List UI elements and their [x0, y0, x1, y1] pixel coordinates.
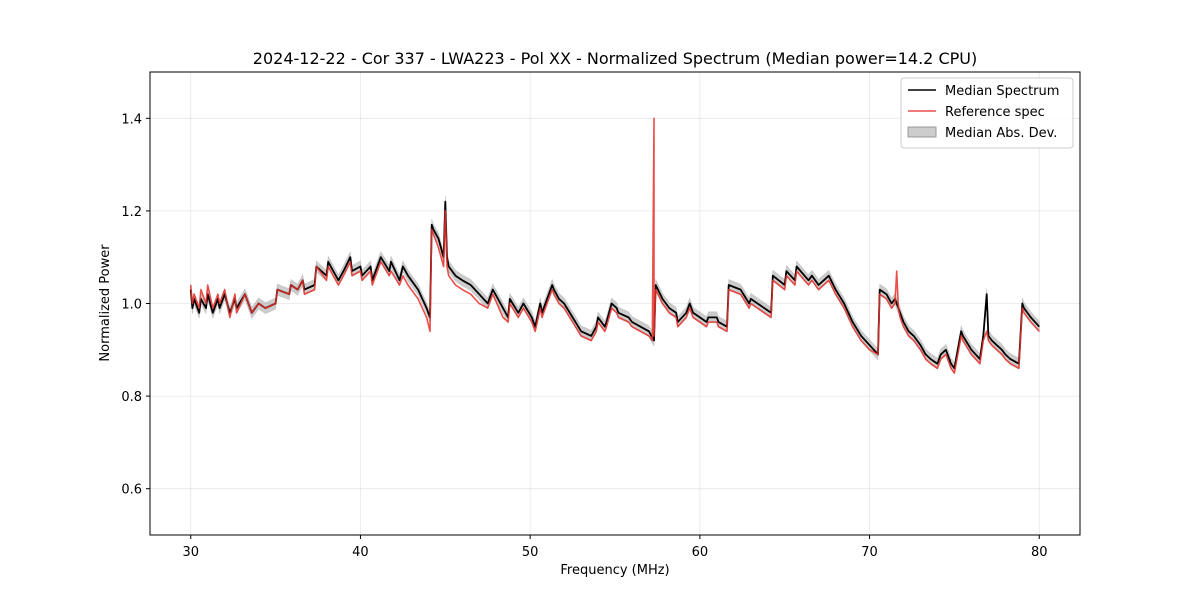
x-tick-label: 60 — [692, 545, 709, 560]
y-axis: 0.6 0.8 1.0 1.2 1.4 — [121, 112, 150, 498]
chart-title: 2024-12-22 - Cor 337 - LWA223 - Pol XX -… — [253, 49, 977, 68]
x-axis-label: Frequency (MHz) — [560, 563, 669, 578]
x-tick-label: 30 — [182, 545, 199, 560]
y-tick-label: 1.0 — [121, 298, 142, 313]
x-tick-label: 40 — [352, 545, 369, 560]
reference-spec-line — [189, 117, 1040, 374]
y-tick-label: 1.4 — [121, 112, 142, 127]
y-tick-label: 1.2 — [121, 205, 142, 220]
legend-label-median: Median Spectrum — [945, 84, 1059, 99]
legend-box — [900, 77, 1074, 149]
x-tick-label: 50 — [522, 545, 539, 560]
y-axis-label: Normalized Power — [98, 244, 113, 362]
x-axis: 30 40 50 60 70 80 — [182, 535, 1048, 560]
legend-swatch-mad — [907, 126, 937, 138]
legend: Median Spectrum Reference spec Median Ab… — [900, 77, 1074, 149]
y-tick-label: 0.6 — [121, 483, 142, 498]
legend-label-mad: Median Abs. Dev. — [945, 126, 1057, 141]
x-tick-label: 80 — [1031, 545, 1048, 560]
y-tick-label: 0.8 — [121, 390, 142, 405]
legend-label-reference: Reference spec — [945, 105, 1045, 120]
series-layer — [189, 117, 1040, 374]
x-tick-label: 70 — [861, 545, 878, 560]
